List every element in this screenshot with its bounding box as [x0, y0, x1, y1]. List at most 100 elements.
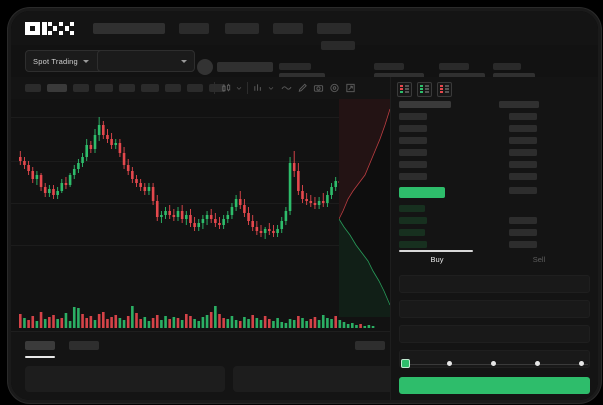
orderbook-bids-icon[interactable]: [417, 82, 432, 97]
orderbook-right-row[interactable]: [509, 241, 537, 248]
slider-stop-100[interactable]: [579, 360, 584, 366]
ticker-stat-2-label: [374, 63, 404, 70]
market-subbar: Spot Trading: [11, 45, 598, 77]
order-book[interactable]: [391, 101, 598, 249]
orderbook-bid-row[interactable]: [399, 229, 425, 236]
slider-track: [405, 363, 588, 365]
orderbook-right-row[interactable]: [509, 149, 537, 156]
orderbook-ask-row[interactable]: [399, 149, 427, 156]
slider-stop-50[interactable]: [491, 360, 496, 366]
timeframe-btn-9[interactable]: [209, 84, 225, 92]
line-tool-icon[interactable]: [281, 82, 292, 94]
settings-icon[interactable]: [329, 82, 340, 94]
orderbook-trade-panel: Buy Sell: [390, 77, 598, 400]
orderbook-ask-row[interactable]: [399, 137, 427, 144]
chart-toolbar: [11, 77, 391, 100]
candle-type-icon[interactable]: [221, 82, 232, 94]
timeframe-btn-1[interactable]: [25, 84, 41, 92]
camera-icon[interactable]: [313, 82, 324, 94]
orderbook-right-row[interactable]: [509, 217, 537, 224]
timeframe-btn-7[interactable]: [165, 84, 181, 92]
toolbar-divider-1: [214, 82, 215, 94]
orderbook-ask-row[interactable]: [399, 173, 427, 180]
depth-chart-overlay: [339, 99, 391, 317]
sell-tab[interactable]: Sell: [532, 255, 546, 264]
chart-gridline: [11, 117, 391, 118]
ticker-stat-3-value: [439, 73, 485, 80]
orderbook-right-row[interactable]: [509, 125, 537, 132]
orderbook-right-row[interactable]: [509, 187, 537, 194]
timeframe-btn-3[interactable]: [73, 84, 89, 92]
orderbook-header-right: [499, 101, 539, 108]
nav-item-4[interactable]: [317, 23, 351, 34]
orderbook-asks-icon[interactable]: [437, 82, 452, 97]
orders-tab-history[interactable]: [69, 341, 99, 350]
nav-item-3[interactable]: [273, 23, 303, 34]
orderbook-both-icon[interactable]: [397, 82, 412, 97]
timeframe-btn-2[interactable]: [47, 84, 67, 92]
volume-series: [19, 306, 375, 328]
timeframe-btn-5[interactable]: [119, 84, 135, 92]
orderbook-spread-row[interactable]: [399, 187, 445, 198]
buy-sell-tabs: Buy Sell: [391, 249, 598, 273]
logo-letter-o: [25, 22, 40, 35]
chart-gridline: [11, 203, 391, 204]
orderbook-bid-row[interactable]: [399, 205, 425, 212]
orderbook-bid-row[interactable]: [399, 241, 427, 248]
timeframe-btn-8[interactable]: [187, 84, 203, 92]
ticker-stat-3-label: [439, 63, 469, 70]
orderbook-right-row[interactable]: [509, 137, 537, 144]
ticker-stat-4-value: [493, 73, 535, 80]
submit-buy-button[interactable]: [399, 377, 590, 394]
market-type-label: Spot Trading: [33, 56, 78, 66]
orderbook-right-row[interactable]: [509, 161, 537, 168]
orderbook-header-left: [399, 101, 451, 108]
candlestick-series: [19, 117, 391, 239]
fullscreen-icon[interactable]: [345, 82, 356, 94]
trading-pair-select[interactable]: [97, 50, 195, 72]
slider-handle[interactable]: [401, 359, 410, 368]
order-total-input[interactable]: [399, 325, 590, 343]
amount-slider[interactable]: [401, 359, 590, 369]
pair-coin-avatar: [197, 59, 213, 75]
orderbook-ask-row[interactable]: [399, 125, 427, 132]
orders-card-1[interactable]: [25, 366, 225, 392]
buy-tab[interactable]: Buy: [430, 255, 444, 264]
order-amount-input[interactable]: [399, 300, 590, 318]
chevron-down-icon: [82, 59, 89, 63]
pencil-icon[interactable]: [297, 82, 308, 94]
chevron-down-icon[interactable]: [235, 82, 243, 94]
app-screen: Spot Trading: [11, 11, 598, 400]
orderbook-bid-row[interactable]: [399, 217, 427, 224]
ticker-price-value: [321, 41, 355, 50]
logo-letter-x: [59, 22, 74, 35]
ticker-stat-1-label: [279, 63, 311, 70]
indicators-icon[interactable]: [253, 82, 264, 94]
chevron-down-icon[interactable]: [267, 82, 275, 94]
ticker-stat-1-value: [279, 73, 325, 80]
order-price-input[interactable]: [399, 275, 590, 293]
ticker-stat-2-value: [374, 73, 424, 80]
chart-gridline: [11, 245, 391, 246]
logo-letter-k: [42, 22, 57, 35]
orderbook-right-row[interactable]: [509, 113, 537, 120]
timeframe-btn-6[interactable]: [141, 84, 159, 92]
orderbook-ask-row[interactable]: [399, 161, 427, 168]
ticker-stat-4-label: [493, 63, 521, 70]
price-chart[interactable]: [11, 99, 391, 332]
slider-stop-75[interactable]: [535, 360, 540, 366]
slider-stop-25[interactable]: [447, 360, 452, 366]
orders-action-1[interactable]: [355, 341, 385, 350]
okx-logo[interactable]: [25, 22, 74, 35]
pair-name-placeholder: [217, 62, 273, 72]
orderbook-right-row[interactable]: [509, 173, 537, 180]
orders-tab-open[interactable]: [25, 341, 55, 350]
orderbook-right-row[interactable]: [509, 229, 537, 236]
chevron-down-icon: [181, 59, 187, 63]
market-type-select[interactable]: Spot Trading: [25, 50, 105, 72]
nav-search-placeholder[interactable]: [93, 23, 165, 34]
nav-item-1[interactable]: [179, 23, 209, 34]
timeframe-btn-4[interactable]: [95, 84, 113, 92]
orderbook-ask-row[interactable]: [399, 113, 427, 120]
nav-item-2[interactable]: [225, 23, 259, 34]
